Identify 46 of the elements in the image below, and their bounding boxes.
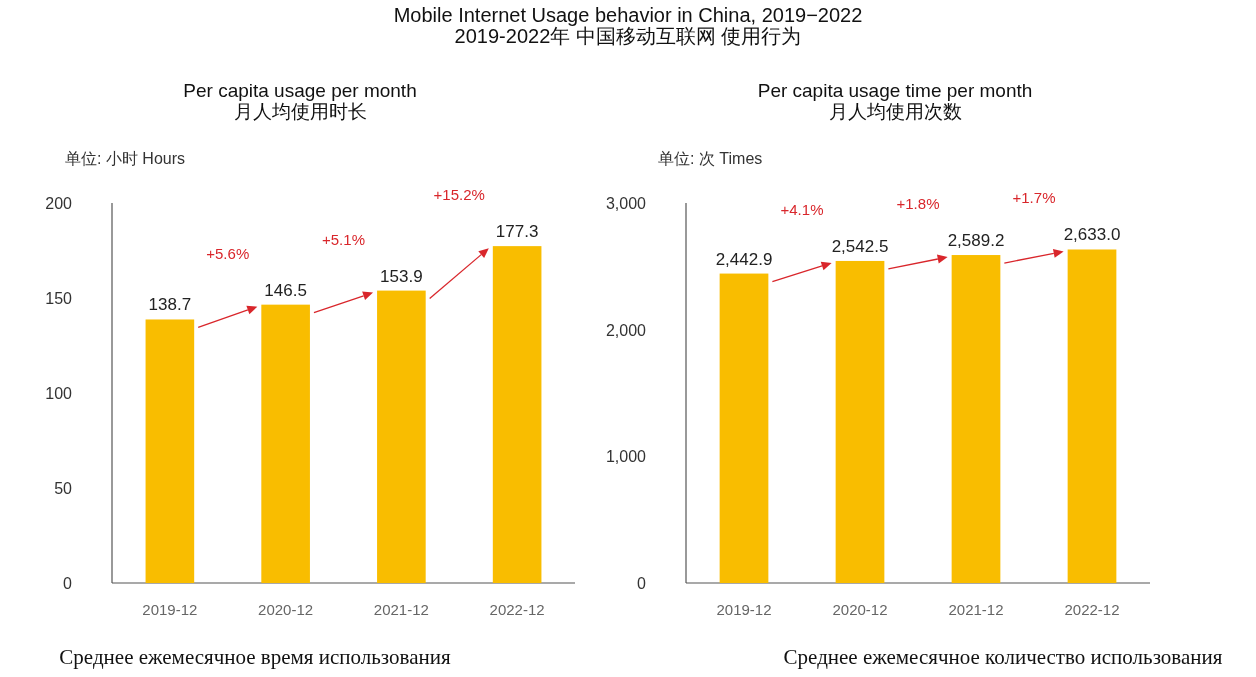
chart-title: Per capita usage time per month 月人均使用次数 [757,80,1033,122]
bar [1067,249,1117,583]
x-tick-label: 2022-12 [1064,601,1120,618]
text: Среднее ежемесячное количество использования [783,645,1223,669]
y-tick-label: 0 [63,575,73,592]
bar [145,319,195,583]
annotation: +4.1% [780,200,824,218]
y-tick-label: 50 [54,480,73,497]
bar [835,260,885,583]
chart-subtitle: Per capita usage per month 月人均使用时长 [183,80,417,122]
data-label: 2,442.9 [715,249,773,269]
y-tick-label: 100 [45,385,73,402]
x-tick-label: 2021-12 [948,601,1004,618]
bar [951,255,1001,583]
x-tick-label: 2019-12 [142,601,198,618]
data-label: 177.3 [495,222,539,242]
x-tick-label: 2020-12 [258,601,314,618]
data-label: 153.9 [380,266,423,286]
text: Среднее ежемесячное время использования [59,645,451,669]
data-label: 2,589.2 [947,231,1005,251]
annotation: +1.7% [1012,189,1056,207]
data-label: 146.5 [264,280,307,300]
bar [377,290,426,583]
data-label: 138.7 [148,295,192,315]
annotation: +15.2% [433,186,485,204]
y-axis-title: 单位: 次 Times [658,150,763,167]
y-tick-label: 200 [45,195,73,212]
bar [492,246,542,583]
x-tick-label: 2022-12 [489,601,545,618]
data-label: 2,633.0 [1063,225,1121,245]
y-tick-label: 3,000 [605,195,647,212]
x-tick-label: 2020-12 [832,601,888,618]
y-tick-label: 150 [45,290,73,307]
x-tick-label: 2021-12 [373,601,429,618]
annotation: +5.6% [206,244,250,262]
bar [719,273,769,583]
y-axis-title: 单位: 小时 Hours [65,150,186,167]
y-tick-label: 1,000 [605,448,647,466]
annotation: +1.8% [896,195,940,213]
text: Mobile Internet Usage behavior in China, 2019−2022 2019-2022年 中国移动互联网 使用行为 [393,4,863,47]
annotation: +5.1% [322,230,365,248]
bar [261,304,310,583]
y-tick-label: 2,000 [605,321,647,339]
y-tick-label: 0 [637,575,647,592]
data-label: 2,542.5 [831,236,889,256]
x-tick-label: 2019-12 [716,601,772,618]
